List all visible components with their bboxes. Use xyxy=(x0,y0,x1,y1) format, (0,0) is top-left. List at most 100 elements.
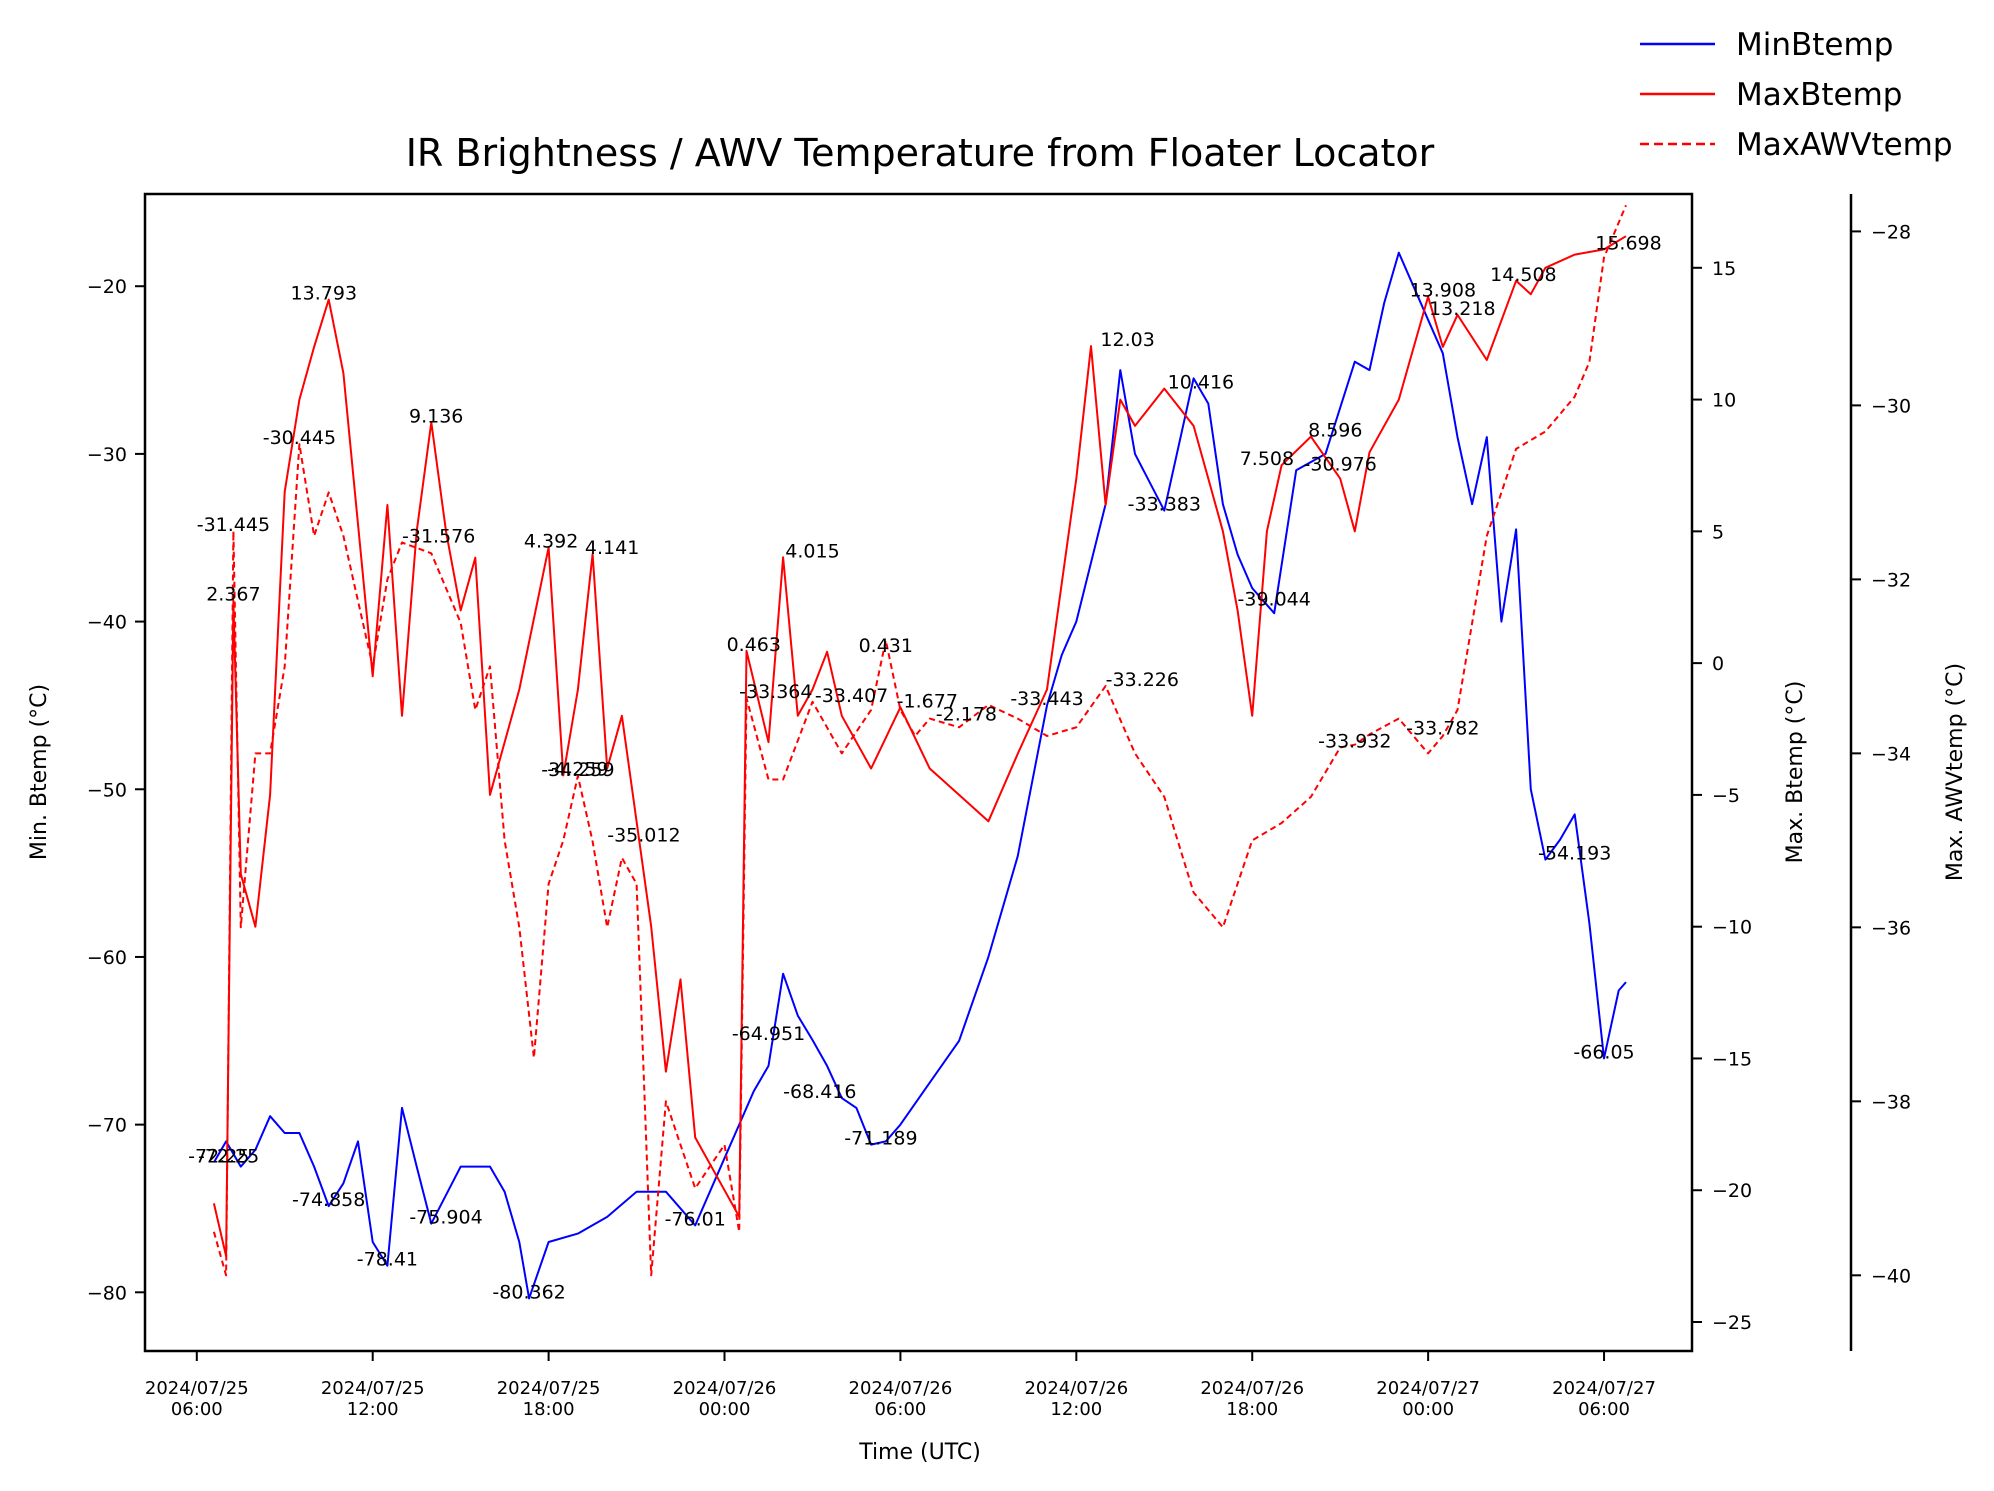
data-label: 4.015 xyxy=(785,540,839,562)
data-label: -64.951 xyxy=(732,1023,805,1045)
x-tick-label-time: 06:00 xyxy=(874,1399,926,1420)
y-tick-label: −38 xyxy=(1871,1091,1911,1113)
y-tick-label: −25 xyxy=(1712,1312,1752,1334)
legend-label-maxbtemp: MaxBtemp xyxy=(1736,77,1902,113)
y-tick-label: −30 xyxy=(1871,395,1911,417)
plot-frame xyxy=(143,192,1694,1353)
data-label: 7.508 xyxy=(1240,448,1294,470)
x-tick-label-date: 2024/07/25 xyxy=(145,1378,249,1399)
x-axis-label: Time (UTC) xyxy=(858,1440,981,1465)
y-tick-label: −40 xyxy=(87,612,127,634)
data-label: -33.932 xyxy=(1318,730,1391,752)
x-tick-label-time: 00:00 xyxy=(1402,1399,1454,1420)
data-label: -33.383 xyxy=(1128,494,1201,516)
x-tick-label-time: 18:00 xyxy=(523,1399,575,1420)
legend-entry-maxawvtemp: MaxAWVtemp xyxy=(1640,127,1953,163)
data-label: 0.431 xyxy=(859,635,913,657)
x-tick-label-time: 00:00 xyxy=(699,1399,751,1420)
y-tick-label: −36 xyxy=(1871,917,1911,939)
data-label: -1.677 xyxy=(897,690,958,712)
y-tick-label: −34 xyxy=(1871,743,1911,765)
data-label: -30.445 xyxy=(263,427,336,449)
y-tick-label: −80 xyxy=(87,1282,127,1304)
left-y-axis: −20 −30 −40 −50 −60 −70 −80 xyxy=(87,276,145,1304)
y-tick-label: −15 xyxy=(1712,1048,1752,1070)
legend: MinBtemp MaxBtemp MaxAWVtemp xyxy=(1640,27,1953,163)
x-tick-label-date: 2024/07/26 xyxy=(673,1378,777,1399)
data-label: -39.044 xyxy=(1238,589,1311,611)
data-label: 12.03 xyxy=(1100,329,1154,351)
data-label: 13.793 xyxy=(291,283,357,305)
data-label: -31.445 xyxy=(197,514,270,536)
series-layer xyxy=(212,204,1627,1300)
y-tick-label: −32 xyxy=(1871,569,1911,591)
y-tick-label: 10 xyxy=(1712,390,1736,412)
data-label: -2.178 xyxy=(936,704,997,726)
data-label: 13.218 xyxy=(1429,298,1495,320)
y-tick-label: −20 xyxy=(1712,1180,1752,1202)
legend-entry-minbtemp: MinBtemp xyxy=(1640,27,1893,63)
x-tick-label-date: 2024/07/25 xyxy=(321,1378,425,1399)
data-label: 4.141 xyxy=(585,537,639,559)
data-label: -33.782 xyxy=(1406,717,1479,739)
y-tick-label: −30 xyxy=(87,444,127,466)
annotation-layer: -72.25-72.25 -74.858 -78.41 -75.904 -80.362 -… xyxy=(188,232,1662,1303)
data-label: -33.364 xyxy=(739,681,812,703)
data-label: 9.136 xyxy=(409,405,463,427)
y-tick-label: −70 xyxy=(87,1115,127,1137)
data-label: -54.193 xyxy=(1538,843,1611,865)
series-line-minbtemp xyxy=(213,251,1627,1300)
x-tick-label-date: 2024/07/27 xyxy=(1376,1378,1480,1399)
legend-label-minbtemp: MinBtemp xyxy=(1736,27,1893,63)
data-label: -75.904 xyxy=(409,1207,482,1229)
data-label: -78.41 xyxy=(357,1249,418,1271)
data-label: -33.443 xyxy=(1010,688,1083,710)
data-label: -76.01 xyxy=(665,1208,726,1230)
x-tick-label-date: 2024/07/26 xyxy=(849,1378,953,1399)
y-tick-label: 15 xyxy=(1712,258,1736,280)
data-label: -30.976 xyxy=(1304,453,1377,475)
data-label: 4.392 xyxy=(524,530,578,552)
x-tick-label-time: 12:00 xyxy=(347,1399,399,1420)
data-label: 13.908 xyxy=(1410,280,1476,302)
data-label: -34.259 xyxy=(541,759,614,781)
right-y-axis-maxawvtemp-label: Max. AWVtemp (°C) xyxy=(1943,663,1968,881)
data-label: -72.25 xyxy=(188,1145,249,1167)
x-tick-label-time: 12:00 xyxy=(1050,1399,1102,1420)
x-axis: 2024/07/2506:002024/07/2512:002024/07/25… xyxy=(145,1351,1656,1420)
data-label: 15.698 xyxy=(1595,232,1661,254)
y-tick-label: 5 xyxy=(1712,521,1724,543)
data-label: 10.416 xyxy=(1168,372,1234,394)
y-tick-label: −20 xyxy=(87,276,127,298)
data-label: 0.463 xyxy=(727,634,781,656)
x-tick-label-time: 18:00 xyxy=(1226,1399,1278,1420)
x-tick-label-date: 2024/07/26 xyxy=(1024,1378,1128,1399)
data-label: -68.416 xyxy=(783,1081,856,1103)
data-label: 8.596 xyxy=(1308,420,1362,442)
data-label: -71.189 xyxy=(844,1128,917,1150)
legend-entry-maxbtemp: MaxBtemp xyxy=(1640,77,1902,113)
data-label: 14.508 xyxy=(1490,264,1556,286)
y-tick-label: −50 xyxy=(87,779,127,801)
series-line-maxbtemp xyxy=(212,235,1627,1258)
data-label: -72.25 xyxy=(198,1145,259,1167)
left-y-axis-label: Min. Btemp (°C) xyxy=(27,684,52,860)
data-label: 2.367 xyxy=(206,584,260,606)
y-tick-label: −10 xyxy=(1712,917,1752,939)
data-label: -31.576 xyxy=(402,526,475,548)
right-y-axis-maxawvtemp: −28 −30 −32 −34 −36 −38 −40 xyxy=(1851,221,1911,1287)
chart-title: IR Brightness / AWV Temperature from Flo… xyxy=(406,131,1435,175)
data-label: -33.226 xyxy=(1106,669,1179,691)
data-label: -74.858 xyxy=(292,1189,365,1211)
x-tick-label-time: 06:00 xyxy=(171,1399,223,1420)
data-label: -33.407 xyxy=(815,685,888,707)
series-line-maxawvtemp xyxy=(212,204,1627,1277)
right-y-axis-maxbtemp-label: Max. Btemp (°C) xyxy=(1783,681,1808,864)
data-label: -35.012 xyxy=(607,824,680,846)
x-tick-label-date: 2024/07/27 xyxy=(1552,1378,1656,1399)
y-tick-label: −5 xyxy=(1712,785,1740,807)
y-tick-label: −40 xyxy=(1871,1265,1911,1287)
legend-label-maxawvtemp: MaxAWVtemp xyxy=(1736,127,1953,163)
y-tick-label: −60 xyxy=(87,947,127,969)
data-label: -80.362 xyxy=(492,1281,565,1303)
